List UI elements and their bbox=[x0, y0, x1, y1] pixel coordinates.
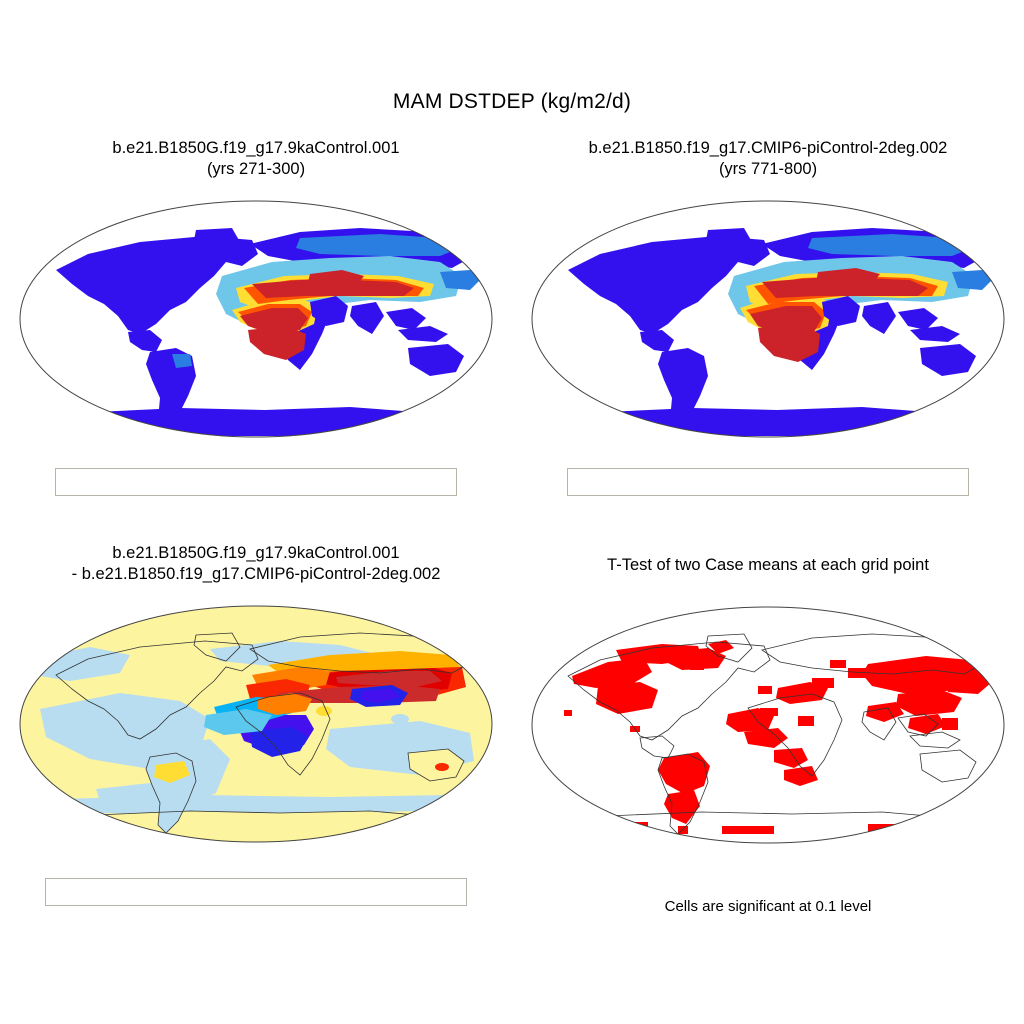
panel-case2: b.e21.B1850.f19_g17.CMIP6-piControl-2deg… bbox=[512, 138, 1024, 454]
colorbar-difference-strip bbox=[45, 878, 467, 906]
map-case2 bbox=[512, 184, 1024, 454]
panel-difference-title-line2: - b.e21.B1850.f19_g17.CMIP6-piControl-2d… bbox=[71, 565, 441, 583]
panel-case2-title-line1: b.e21.B1850.f19_g17.CMIP6-piControl-2deg… bbox=[588, 139, 948, 157]
map-difference bbox=[0, 589, 512, 859]
colorbar-case2-labels bbox=[567, 496, 969, 518]
panel-case2-title: b.e21.B1850.f19_g17.CMIP6-piControl-2deg… bbox=[512, 138, 1024, 180]
map-case1 bbox=[0, 184, 512, 454]
panel-difference-title-line1: b.e21.B1850G.f19_g17.9kaControl.001 bbox=[112, 544, 400, 562]
colorbar-case2 bbox=[512, 468, 1024, 518]
panel-ttest: T-Test of two Case means at each grid po… bbox=[512, 555, 1024, 860]
panel-difference: b.e21.B1850G.f19_g17.9kaControl.001 - b.… bbox=[0, 543, 512, 859]
ttest-footnote: Cells are significant at 0.1 level bbox=[664, 898, 872, 915]
colorbar-difference-labels bbox=[45, 906, 467, 928]
panel-ttest-title: T-Test of two Case means at each grid po… bbox=[512, 555, 1024, 576]
colorbar-difference bbox=[0, 878, 512, 928]
panel-case1-title-line2: (yrs 271-300) bbox=[206, 160, 306, 178]
panel-case1-title-line1: b.e21.B1850G.f19_g17.9kaControl.001 bbox=[112, 139, 400, 157]
panel-case1-title: b.e21.B1850G.f19_g17.9kaControl.001 (yrs… bbox=[0, 138, 512, 180]
panel-case1: b.e21.B1850G.f19_g17.9kaControl.001 (yrs… bbox=[0, 138, 512, 454]
colorbar-case1 bbox=[0, 468, 512, 518]
panel-case2-title-line2: (yrs 771-800) bbox=[718, 160, 818, 178]
colorbar-case1-labels bbox=[55, 496, 457, 518]
colorbar-case1-strip bbox=[55, 468, 457, 496]
panel-difference-title: b.e21.B1850G.f19_g17.9kaControl.001 - b.… bbox=[0, 543, 512, 585]
colorbar-case2-strip bbox=[567, 468, 969, 496]
map-ttest bbox=[512, 590, 1024, 860]
panel-ttest-title-line1: T-Test of two Case means at each grid po… bbox=[607, 556, 929, 574]
page-title: MAM DSTDEP (kg/m2/d) bbox=[392, 90, 632, 113]
